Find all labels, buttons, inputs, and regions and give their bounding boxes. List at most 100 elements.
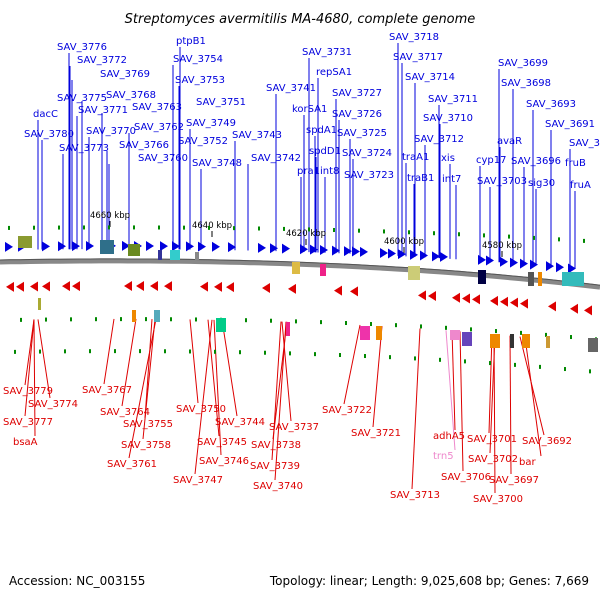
bottom-gene-label: SAV_3744 <box>215 417 265 428</box>
feature-box <box>478 270 486 284</box>
top-gene-label: ptpB1 <box>176 36 206 47</box>
reverse-gene-arrow <box>548 301 556 312</box>
gc-tick <box>164 349 166 354</box>
forward-gene-arrow <box>72 241 80 252</box>
top-gene-label: spdD1 <box>309 146 341 157</box>
gc-tick <box>420 324 422 329</box>
gc-tick <box>195 317 197 322</box>
top-gene-label: SAV_3762 <box>134 122 184 133</box>
bottom-label-connector <box>343 324 361 405</box>
bottom-label-connector <box>194 319 213 475</box>
reverse-gene-arrow <box>6 281 14 292</box>
bottom-gene-label: SAV_3746 <box>199 456 249 467</box>
forward-gene-arrow <box>568 263 576 274</box>
reverse-gene-arrow <box>200 281 208 292</box>
bottom-gene-label: bar <box>519 457 536 468</box>
accession-text: Accession: NC_003155 <box>9 574 145 588</box>
forward-gene-arrow <box>420 250 428 261</box>
feature-box <box>38 298 41 310</box>
genome-stats-text: Topology: linear; Length: 9,025,608 bp; … <box>269 574 589 588</box>
bottom-label-connector <box>281 321 292 422</box>
gc-tick <box>483 233 485 238</box>
bottom-gene-label: SAV_3767 <box>82 385 132 396</box>
forward-gene-arrow <box>510 257 518 268</box>
top-gene-label: SAV_3763 <box>132 102 182 113</box>
forward-gene-arrow <box>282 243 290 254</box>
gc-tick <box>589 369 591 374</box>
gc-tick <box>470 327 472 332</box>
gc-tick <box>445 325 447 330</box>
reverse-gene-arrow <box>584 305 592 316</box>
forward-gene-arrow <box>5 241 13 252</box>
forward-gene-arrow <box>398 249 406 260</box>
label-connectors <box>24 43 576 494</box>
top-gene-label: SAV_3766 <box>119 140 169 151</box>
forward-gene-arrow <box>212 241 220 252</box>
bottom-label-connector <box>493 334 496 494</box>
reverse-gene-arrow <box>452 292 460 303</box>
reverse-gene-arrow <box>164 281 172 292</box>
forward-gene-arrow <box>332 245 340 256</box>
top-gene-label: SAV_3748 <box>192 158 242 169</box>
gc-tick <box>558 237 560 242</box>
bottom-gene-label: SAV_3750 <box>176 404 226 415</box>
bottom-gene-label: adhA5 <box>433 431 465 442</box>
gc-tick <box>58 225 60 230</box>
bottom-label-connector <box>121 318 137 407</box>
feature-box <box>292 262 300 274</box>
reverse-gene-arrow <box>62 281 70 292</box>
top-gene-label: int7 <box>442 174 461 185</box>
gc-tick <box>64 349 66 354</box>
bottom-label-connector <box>221 319 238 417</box>
bottom-label-connector <box>144 319 153 419</box>
top-gene-label: SAV_3760 <box>138 153 188 164</box>
top-gene-label: int8 <box>320 166 339 177</box>
gene-labels: SAV_3776 SAV_3772 SAV_3769 SAV_3775SAV_3768… <box>3 32 600 505</box>
forward-gene-arrow <box>530 259 538 270</box>
gc-tick <box>408 230 410 235</box>
gc-tick <box>233 226 235 231</box>
reverse-gene-arrow <box>150 281 158 292</box>
forward-gene-arrow <box>172 241 180 252</box>
gc-tick <box>208 225 210 230</box>
gc-tick <box>545 332 547 337</box>
top-gene-label: sig30 <box>528 178 555 189</box>
gc-tick <box>139 349 141 354</box>
top-gene-label: SAV_3691 <box>545 119 595 130</box>
feature-box <box>538 272 542 286</box>
gc-tick <box>189 349 191 354</box>
top-gene-label: SAV_3772 <box>77 55 127 66</box>
gc-tick <box>214 349 216 354</box>
feature-box <box>462 332 472 346</box>
top-gene-label: SAV_3773 <box>59 143 109 154</box>
top-gene-label: SAV_3724 <box>342 148 392 159</box>
reverse-gene-arrow <box>510 297 518 308</box>
bottom-label-connector <box>24 319 35 417</box>
gc-tick <box>320 320 322 325</box>
forward-gene-arrow <box>186 241 194 252</box>
scale-tick-label: 4620 kbp <box>286 229 326 239</box>
reverse-gene-arrow <box>72 281 80 292</box>
forward-gene-arrow <box>198 241 206 252</box>
forward-gene-arrow <box>146 241 154 252</box>
feature-box <box>588 338 598 352</box>
bottom-gene-label: SAV_3740 <box>253 481 303 492</box>
gc-tick <box>583 238 585 243</box>
bottom-label-connector <box>372 326 383 428</box>
gene-tracks: 4660 kbp 4640 kbp 4620 kbp 4600 kbp 4580 kbp <box>0 211 600 374</box>
bottom-label-connector <box>213 319 222 456</box>
gc-tick <box>564 367 566 372</box>
gc-tick <box>295 319 297 324</box>
forward-gene-arrow <box>310 244 318 255</box>
top-gene-label: SAV_3768 <box>106 90 156 101</box>
gc-tick <box>89 349 91 354</box>
forward-gene-arrow <box>388 248 396 259</box>
feature-box <box>522 334 530 348</box>
bottom-label-connector <box>488 334 493 434</box>
bottom-label-connector <box>142 319 156 440</box>
reverse-gene-arrow <box>418 290 426 301</box>
gc-tick <box>145 317 147 322</box>
bottom-gene-label: SAV_3777 <box>3 417 53 428</box>
feature-box <box>170 250 180 260</box>
gc-tick <box>158 225 160 230</box>
